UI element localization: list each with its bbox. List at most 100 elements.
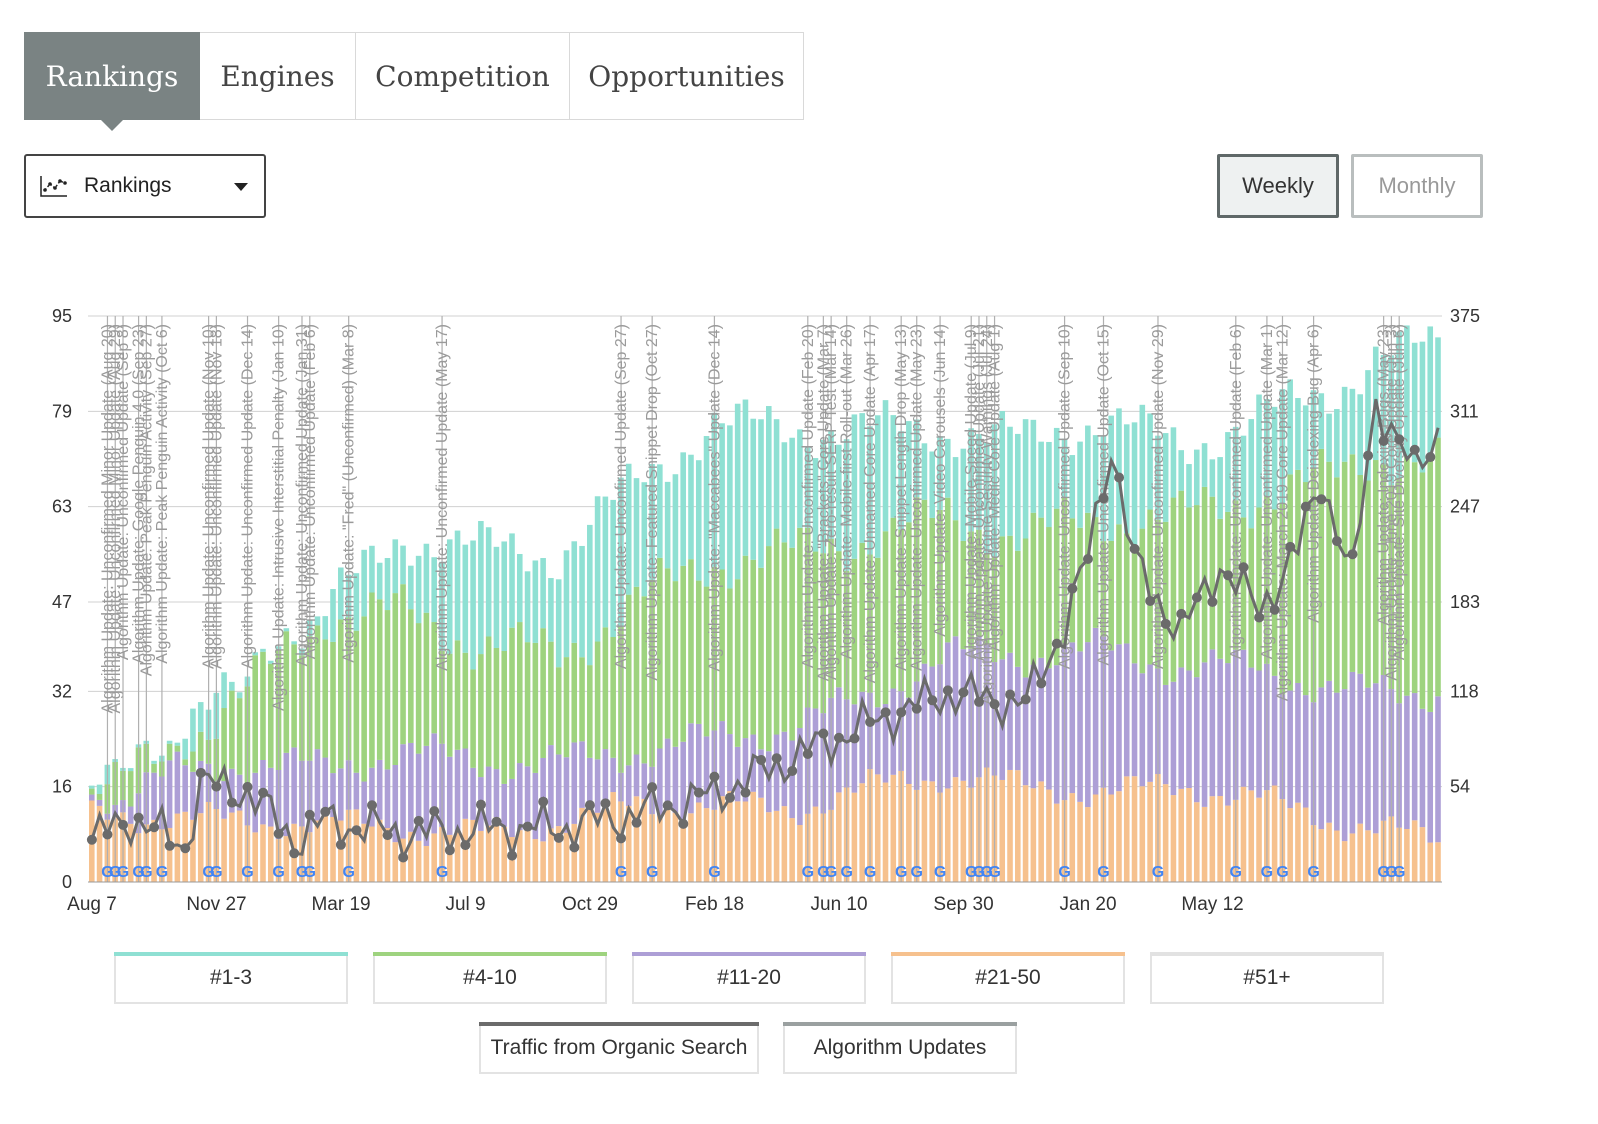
y-tick-label-right: 183 bbox=[1450, 592, 1480, 612]
bar-top10 bbox=[921, 499, 928, 664]
bar-top50 bbox=[1053, 803, 1060, 882]
traffic-point bbox=[118, 819, 129, 830]
bar-top50 bbox=[1349, 833, 1356, 882]
bar-top50 bbox=[1334, 830, 1340, 882]
bar-top20 bbox=[361, 781, 367, 824]
bar-top50 bbox=[384, 828, 391, 882]
x-tick-label: Oct 29 bbox=[562, 894, 618, 915]
bar-top50 bbox=[1225, 805, 1231, 882]
bar-top10 bbox=[509, 627, 515, 779]
chart-type-dropdown[interactable]: Rankings bbox=[24, 154, 266, 218]
tab-rankings[interactable]: Rankings bbox=[24, 32, 200, 131]
bar-top20 bbox=[882, 704, 889, 783]
bar-top50 bbox=[610, 792, 616, 882]
bar-top10 bbox=[1201, 486, 1208, 663]
bar-top20 bbox=[1046, 668, 1052, 790]
legend-rest[interactable]: #51+ bbox=[1150, 952, 1384, 1004]
traffic-point bbox=[351, 825, 362, 836]
google-marker-icon: G bbox=[934, 864, 946, 881]
bar-top20 bbox=[322, 757, 329, 810]
x-tick-label: Nov 27 bbox=[186, 894, 246, 915]
bar-top20 bbox=[742, 738, 749, 802]
bar-top10 bbox=[1092, 517, 1099, 628]
bar-top3 bbox=[229, 681, 235, 691]
bar-top50 bbox=[929, 781, 935, 882]
legend-label-algorithm: Algorithm Updates bbox=[813, 1036, 987, 1059]
bar-top50 bbox=[1372, 833, 1379, 882]
bar-top10 bbox=[999, 536, 1006, 660]
bar-top20 bbox=[1435, 696, 1441, 843]
bar-top10 bbox=[1147, 509, 1153, 665]
y-tick-label-left: 63 bbox=[52, 497, 72, 517]
bar-top10 bbox=[1435, 437, 1441, 697]
tab-engines[interactable]: Engines bbox=[200, 32, 356, 120]
traffic-point bbox=[616, 833, 627, 844]
bar-top3 bbox=[859, 413, 865, 543]
bar-top20 bbox=[182, 765, 188, 812]
bar-top50 bbox=[501, 826, 508, 882]
traffic-point bbox=[631, 817, 642, 828]
legend-top10[interactable]: #4-10 bbox=[373, 952, 607, 1004]
bar-top20 bbox=[431, 733, 437, 834]
weekly-button[interactable]: Weekly bbox=[1217, 154, 1339, 218]
bar-top10 bbox=[166, 743, 173, 761]
bar-top50 bbox=[322, 809, 329, 882]
bar-top10 bbox=[1030, 512, 1037, 665]
bar-top3 bbox=[1116, 408, 1122, 525]
legend-top3[interactable]: #1-3 bbox=[114, 952, 348, 1004]
traffic-point bbox=[1082, 554, 1093, 565]
bar-top50 bbox=[750, 791, 757, 882]
bar-top10 bbox=[1053, 508, 1060, 666]
bar-top10 bbox=[688, 559, 694, 724]
bar-top20 bbox=[625, 765, 632, 806]
legend-top50[interactable]: #21-50 bbox=[891, 952, 1125, 1004]
bar-top50 bbox=[1357, 823, 1363, 882]
traffic-point bbox=[1020, 694, 1031, 705]
bar-top3 bbox=[190, 708, 196, 752]
algorithm-update-label: Algorithm Update: Google Penguin 4.0 (Se… bbox=[131, 324, 148, 664]
bar-top50 bbox=[906, 783, 912, 882]
bar-top3 bbox=[882, 400, 889, 532]
bar-top20 bbox=[190, 771, 196, 820]
bar-top20 bbox=[1092, 627, 1099, 795]
bar-top10 bbox=[415, 623, 422, 754]
bar-top10 bbox=[423, 612, 430, 746]
bar-top50 bbox=[267, 826, 274, 882]
algorithm-update-label: Algorithm Update: Zero-result SERP Test … bbox=[823, 324, 840, 680]
bar-top3 bbox=[890, 415, 897, 518]
bar-top3 bbox=[703, 436, 710, 587]
bar-top3 bbox=[1302, 405, 1309, 483]
bar-top50 bbox=[353, 809, 360, 882]
bar-top20 bbox=[680, 741, 686, 823]
legend-traffic[interactable]: Traffic from Organic Search bbox=[479, 1022, 759, 1074]
traffic-point bbox=[133, 812, 144, 823]
bar-top10 bbox=[1341, 461, 1348, 690]
bar-top10 bbox=[789, 547, 795, 741]
tab-competition[interactable]: Competition bbox=[356, 32, 570, 120]
bar-top20 bbox=[1411, 693, 1418, 821]
traffic-point bbox=[724, 792, 735, 803]
tab-opportunities[interactable]: Opportunities bbox=[570, 32, 804, 120]
bar-top20 bbox=[516, 763, 523, 831]
bar-top3 bbox=[548, 578, 554, 642]
bar-top3 bbox=[221, 672, 227, 709]
bar-top20 bbox=[314, 749, 321, 821]
traffic-point bbox=[1145, 595, 1156, 606]
bar-top10 bbox=[1085, 512, 1091, 643]
bar-top10 bbox=[1069, 518, 1076, 643]
bar-top10 bbox=[1419, 472, 1426, 709]
legend-algorithm-updates[interactable]: Algorithm Updates bbox=[783, 1022, 1017, 1074]
traffic-point bbox=[756, 754, 767, 765]
google-marker-icon: G bbox=[1393, 864, 1405, 881]
monthly-button[interactable]: Monthly bbox=[1351, 154, 1483, 218]
bar-top50 bbox=[797, 825, 803, 882]
legend-top20[interactable]: #11-20 bbox=[632, 952, 866, 1004]
bar-top20 bbox=[1077, 651, 1083, 802]
bar-top50 bbox=[485, 825, 492, 882]
traffic-point bbox=[1238, 562, 1249, 573]
bar-top50 bbox=[944, 788, 951, 882]
bar-top3 bbox=[1046, 441, 1052, 528]
bar-top10 bbox=[563, 657, 570, 758]
bar-top50 bbox=[190, 819, 196, 882]
bar-top10 bbox=[1256, 507, 1262, 671]
